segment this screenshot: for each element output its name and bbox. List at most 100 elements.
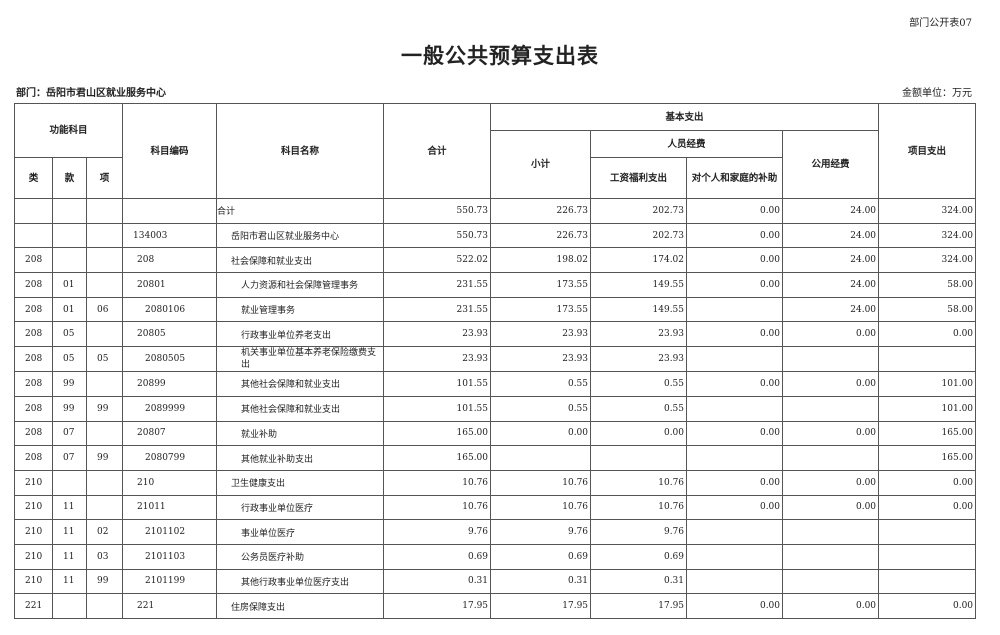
cell-salary: 0.00 (590, 420, 688, 447)
cell-subtotal: 173.55 (490, 272, 592, 298)
header-salary: 工资福利支出 (590, 157, 688, 199)
table-row: 208 05 20805 行政事业单位养老支出 23.93 23.93 23.93 0.00 0… (14, 321, 977, 348)
cell-kuan (52, 469, 87, 496)
header-personnel: 人员经费 (590, 130, 784, 158)
cell-lei: 210 (14, 469, 53, 496)
cell-name: 事业单位医疗 (216, 519, 385, 545)
cell-subsidy: 0.00 (686, 494, 784, 521)
cell-xiang (85, 272, 124, 298)
cell-subsidy: 0.00 (686, 198, 784, 224)
cell-total: 550.73 (383, 198, 492, 224)
cell-salary: 202.73 (590, 222, 688, 249)
cell-code: 2101199 (122, 568, 218, 595)
cell-subsidy (686, 519, 784, 545)
cell-code: 2101102 (122, 519, 218, 545)
cell-subsidy: 0.00 (686, 593, 784, 619)
cell-project: 324.00 (878, 247, 977, 274)
cell-kuan: 11 (52, 519, 87, 545)
cell-project: 165.00 (878, 420, 977, 447)
form-number: 部门公开表07 (909, 18, 972, 29)
cell-total: 10.76 (383, 494, 492, 521)
cell-salary: 0.31 (590, 568, 688, 595)
cell-subtotal: 198.02 (490, 247, 592, 274)
cell-xiang (85, 469, 124, 496)
table-row: 210 11 02 2101102 事业单位医疗 9.76 9.76 9.76 (14, 519, 977, 545)
cell-kuan: 11 (52, 494, 87, 521)
cell-xiang (85, 593, 124, 619)
cell-subtotal: 23.93 (490, 346, 592, 373)
cell-project: 101.00 (878, 395, 977, 422)
cell-subtotal: 0.00 (490, 420, 592, 447)
cell-kuan (52, 247, 87, 274)
cell-kuan (52, 198, 87, 224)
cell-lei: 208 (14, 247, 53, 274)
cell-xiang: 03 (85, 543, 124, 570)
cell-public (782, 568, 880, 595)
cell-subsidy: 0.00 (686, 222, 784, 249)
cell-project: 324.00 (878, 198, 977, 224)
budget-table: 功能科目 科目编码 科目名称 合计 基本支出 项目支出 小计 人员经费 公用经费… (13, 103, 977, 619)
table-row: 合计 550.73 226.73 202.73 0.00 24.00 324.00 (14, 198, 977, 224)
cell-name: 其他就业补助支出 (216, 445, 385, 471)
cell-subtotal: 10.76 (490, 494, 592, 521)
cell-public: 24.00 (782, 247, 880, 274)
table-row: 210 11 03 2101103 公务员医疗补助 0.69 0.69 0.69 (14, 543, 977, 570)
cell-public: 24.00 (782, 198, 880, 224)
unit-label: 金额单位：万元 (902, 88, 972, 99)
cell-lei: 208 (14, 346, 53, 373)
cell-xiang: 06 (85, 296, 124, 323)
cell-salary (590, 445, 688, 471)
cell-xiang (85, 222, 124, 249)
table-row: 210 210 卫生健康支出 10.76 10.76 10.76 0.00 0.00 0.00 (14, 469, 977, 496)
cell-salary: 202.73 (590, 198, 688, 224)
cell-project: 0.00 (878, 321, 977, 348)
table-row: 208 01 06 2080106 就业管理事务 231.55 173.55 149.55 24… (14, 296, 977, 323)
cell-public: 0.00 (782, 469, 880, 496)
cell-name: 行政事业单位医疗 (216, 494, 385, 521)
cell-code (122, 198, 218, 224)
cell-xiang (85, 371, 124, 397)
cell-project: 165.00 (878, 445, 977, 471)
cell-project: 324.00 (878, 222, 977, 249)
cell-code: 20805 (122, 321, 218, 348)
cell-project: 58.00 (878, 296, 977, 323)
cell-code: 20899 (122, 371, 218, 397)
cell-total: 17.95 (383, 593, 492, 619)
cell-salary: 23.93 (590, 346, 688, 373)
cell-subsidy: 0.00 (686, 247, 784, 274)
table-row: 210 11 99 2101199 其他行政事业单位医疗支出 0.31 0.31 0.31 (14, 568, 977, 595)
cell-public (782, 519, 880, 545)
cell-public: 0.00 (782, 321, 880, 348)
cell-public (782, 543, 880, 570)
cell-public: 0.00 (782, 371, 880, 397)
table-row: 208 99 99 2089999 其他社会保障和就业支出 101.55 0.55 0.55 1… (14, 395, 977, 422)
cell-kuan: 11 (52, 543, 87, 570)
cell-subsidy: 0.00 (686, 469, 784, 496)
cell-subtotal: 173.55 (490, 296, 592, 323)
header-project: 项目支出 (878, 103, 977, 199)
cell-name: 卫生健康支出 (216, 469, 385, 496)
cell-public (782, 346, 880, 373)
table-row: 134003 岳阳市君山区就业服务中心 550.73 226.73 202.73 0.00… (14, 222, 977, 249)
header-basic: 基本支出 (490, 103, 880, 131)
cell-kuan (52, 593, 87, 619)
cell-lei: 210 (14, 519, 53, 545)
cell-salary: 10.76 (590, 469, 688, 496)
table-row: 208 07 20807 就业补助 165.00 0.00 0.00 0.00 0.00 165.… (14, 420, 977, 447)
cell-salary: 149.55 (590, 272, 688, 298)
cell-salary: 0.55 (590, 395, 688, 422)
cell-name: 就业管理事务 (216, 296, 385, 323)
cell-salary: 0.69 (590, 543, 688, 570)
cell-salary: 23.93 (590, 321, 688, 348)
cell-salary: 9.76 (590, 519, 688, 545)
cell-public: 0.00 (782, 420, 880, 447)
cell-subtotal: 23.93 (490, 321, 592, 348)
cell-public (782, 395, 880, 422)
cell-code: 221 (122, 593, 218, 619)
cell-code: 20807 (122, 420, 218, 447)
header-xiang: 项 (85, 157, 124, 199)
header-total: 合计 (383, 103, 492, 199)
cell-salary: 17.95 (590, 593, 688, 619)
cell-xiang (85, 420, 124, 447)
cell-name: 公务员医疗补助 (216, 543, 385, 570)
